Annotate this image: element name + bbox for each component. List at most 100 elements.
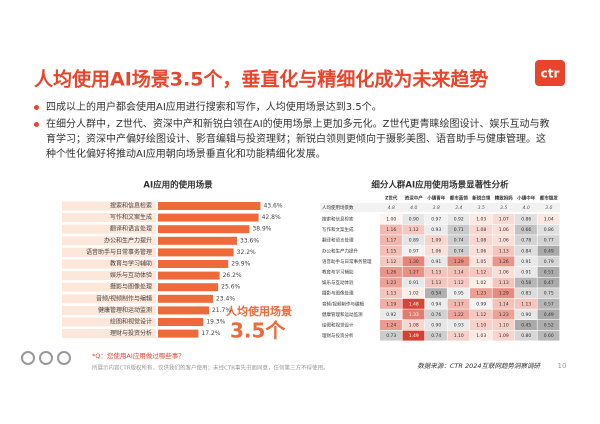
cell-value: 0.91 [521, 270, 531, 276]
bullet: 四成以上的用户都会使用AI应用进行搜索和写作，人均使用场景达到3.5个。 [34, 100, 554, 115]
heat-cell [447, 235, 470, 246]
heat-cell [537, 330, 560, 341]
cell-value: 0.60 [544, 333, 554, 339]
cell-value: 1.07 [499, 217, 509, 223]
heat-cell [380, 330, 402, 341]
column-header: 新锐白领 [472, 195, 490, 202]
heat-cell [402, 245, 425, 256]
heat-cell [447, 298, 470, 309]
row-label: 办公和生产力提升 [322, 247, 358, 254]
row-label: 人均使用场景数 [322, 204, 354, 211]
row-label: 绘图和视觉设计 [322, 322, 354, 329]
cell-value: 1.08 [476, 227, 486, 233]
heat-cell [492, 309, 515, 320]
bar [158, 202, 261, 210]
heat-cell [425, 214, 447, 224]
cell-value: 0.73 [386, 333, 396, 339]
category-label: 健康管理和运动监测 [98, 306, 152, 314]
cell-value: 1.02 [476, 280, 486, 286]
cell-value: 0.78 [521, 238, 531, 244]
cell-value: 1.33 [409, 312, 419, 318]
category-box [62, 259, 156, 269]
row-label: 音频/视频制作与编辑 [322, 300, 365, 307]
cell-value: 0.74 [454, 248, 464, 254]
cell-value: 1.14 [499, 301, 509, 307]
category-box [62, 236, 156, 246]
cell-value: 0.91 [409, 280, 419, 286]
cell-value: 1.49 [409, 333, 419, 339]
heat-cell [470, 320, 492, 330]
heat-cell [425, 320, 447, 330]
heat-cell [492, 298, 515, 309]
bar [158, 260, 229, 268]
footer-note: 所展示内容CTR版权所有，仅供我们的客户使用；未经CTR事先书面同意，任何第三方… [92, 364, 329, 372]
cell-value: 0.74 [431, 333, 441, 339]
average-row-bg [320, 203, 560, 212]
category-box [62, 317, 156, 327]
heat-cell [515, 288, 537, 299]
footer-icon [21, 351, 35, 365]
column-header: 资深中产 [405, 195, 423, 202]
cell-value: 0.97 [431, 217, 441, 223]
row-label: 写作和文案生成 [322, 226, 354, 233]
heat-cell [447, 288, 470, 299]
cell-value: 0.93 [431, 227, 441, 233]
average-value: 3.5 [478, 205, 485, 211]
cell-value: 1.22 [454, 312, 464, 318]
heat-cell [470, 298, 492, 309]
cell-value: 1.14 [454, 270, 464, 276]
column-header: 都市银发 [539, 195, 558, 202]
heat-cell [492, 224, 515, 235]
category-label: 摄影与图像处理 [110, 283, 152, 291]
category-label: 理财与投资分析 [110, 329, 152, 337]
cell-value: 1.06 [499, 238, 509, 244]
heat-cell [425, 256, 447, 267]
heat-cell [380, 214, 402, 224]
heat-cell [492, 214, 515, 224]
cell-value: 0.77 [544, 238, 554, 244]
heat-cell [380, 277, 402, 288]
annotation: 3.5个 [230, 319, 286, 343]
cell-value: 1.19 [386, 301, 396, 307]
cell-value: 0.52 [544, 323, 554, 329]
heat-cell [537, 235, 560, 246]
bar [158, 329, 199, 338]
source: 数据来源：CTR 2024互联网趋势洞察调研 [417, 362, 541, 370]
cell-value: 0.79 [544, 259, 554, 265]
heat-cell [402, 214, 425, 224]
cell-value: 0.92 [454, 217, 464, 223]
heat-cell [515, 320, 537, 330]
heat-cell [515, 235, 537, 246]
cell-value: 0.51 [544, 270, 554, 276]
heat-cell [425, 277, 447, 288]
cell-value: 1.12 [454, 280, 464, 286]
row-label: 摄影与图像处理 [322, 290, 354, 297]
heat-cell [402, 224, 425, 235]
column-header: 都市蓝领 [449, 195, 468, 202]
heat-cell [515, 224, 537, 235]
cell-value: 0.86 [544, 227, 554, 233]
category-label: 娱乐与互动体验 [110, 271, 152, 279]
page-number: 10 [558, 362, 567, 370]
category-label: 办公和生产力提升 [104, 236, 152, 244]
category-label: 写作和文案生成 [110, 213, 152, 221]
cell-value: 1.05 [476, 259, 486, 265]
heat-cell [470, 245, 492, 256]
heat-cell [515, 267, 537, 277]
bar [158, 248, 234, 257]
cell-value: 1.12 [476, 270, 486, 276]
heat-cell [492, 267, 515, 277]
column-header: 小镇中年 [517, 195, 535, 202]
cell-value: 1.12 [409, 227, 419, 233]
cell-value: 1.13 [431, 280, 441, 286]
heat-cell [537, 309, 560, 320]
heat-cell [402, 320, 425, 330]
value-label: 21.7% [212, 307, 231, 314]
cell-value: 1.09 [499, 333, 509, 339]
category-box [62, 201, 156, 211]
bar [158, 294, 213, 303]
cell-value: 1.24 [386, 323, 396, 329]
cell-value: 0.71 [454, 227, 464, 233]
cell-value: 0.97 [409, 248, 419, 254]
table-title: 细分人群AI应用使用场景显著性分析 [371, 180, 509, 191]
